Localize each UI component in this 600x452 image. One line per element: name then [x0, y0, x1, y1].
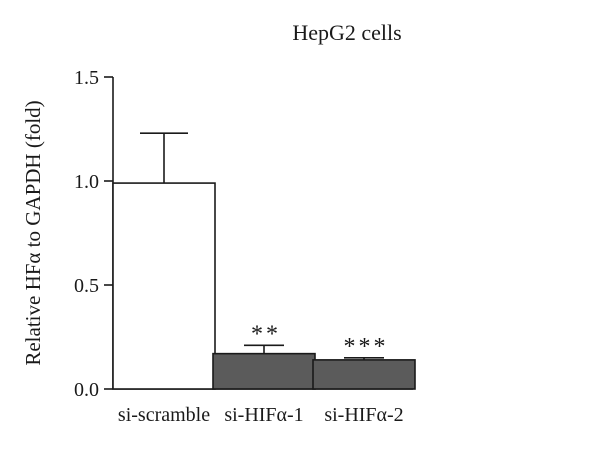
x-tick-label: si-scramble [118, 404, 210, 426]
plot-area: 0.0 0.5 1.0 1.5 si-scramble ** si-HIFα-1 *** si-… [74, 67, 416, 426]
x-tick-label: si-HIFα-2 [324, 404, 403, 426]
bar-1 [112, 182, 216, 390]
significance-label: ** [251, 321, 281, 347]
x-tick-label: si-HIFα-1 [224, 404, 303, 426]
chart-title: HepG2 cells [292, 20, 401, 45]
y-tick-label: 0.0 [74, 379, 99, 401]
significance-label: *** [344, 334, 389, 360]
y-tick-label: 1.0 [74, 171, 99, 193]
bar-3 [312, 359, 416, 390]
y-tick-label: 0.5 [74, 275, 99, 297]
bar-2 [212, 352, 316, 390]
y-tick-label: 1.5 [74, 67, 99, 89]
y-axis-label: Relative HFα to GAPDH (fold) [21, 100, 45, 365]
